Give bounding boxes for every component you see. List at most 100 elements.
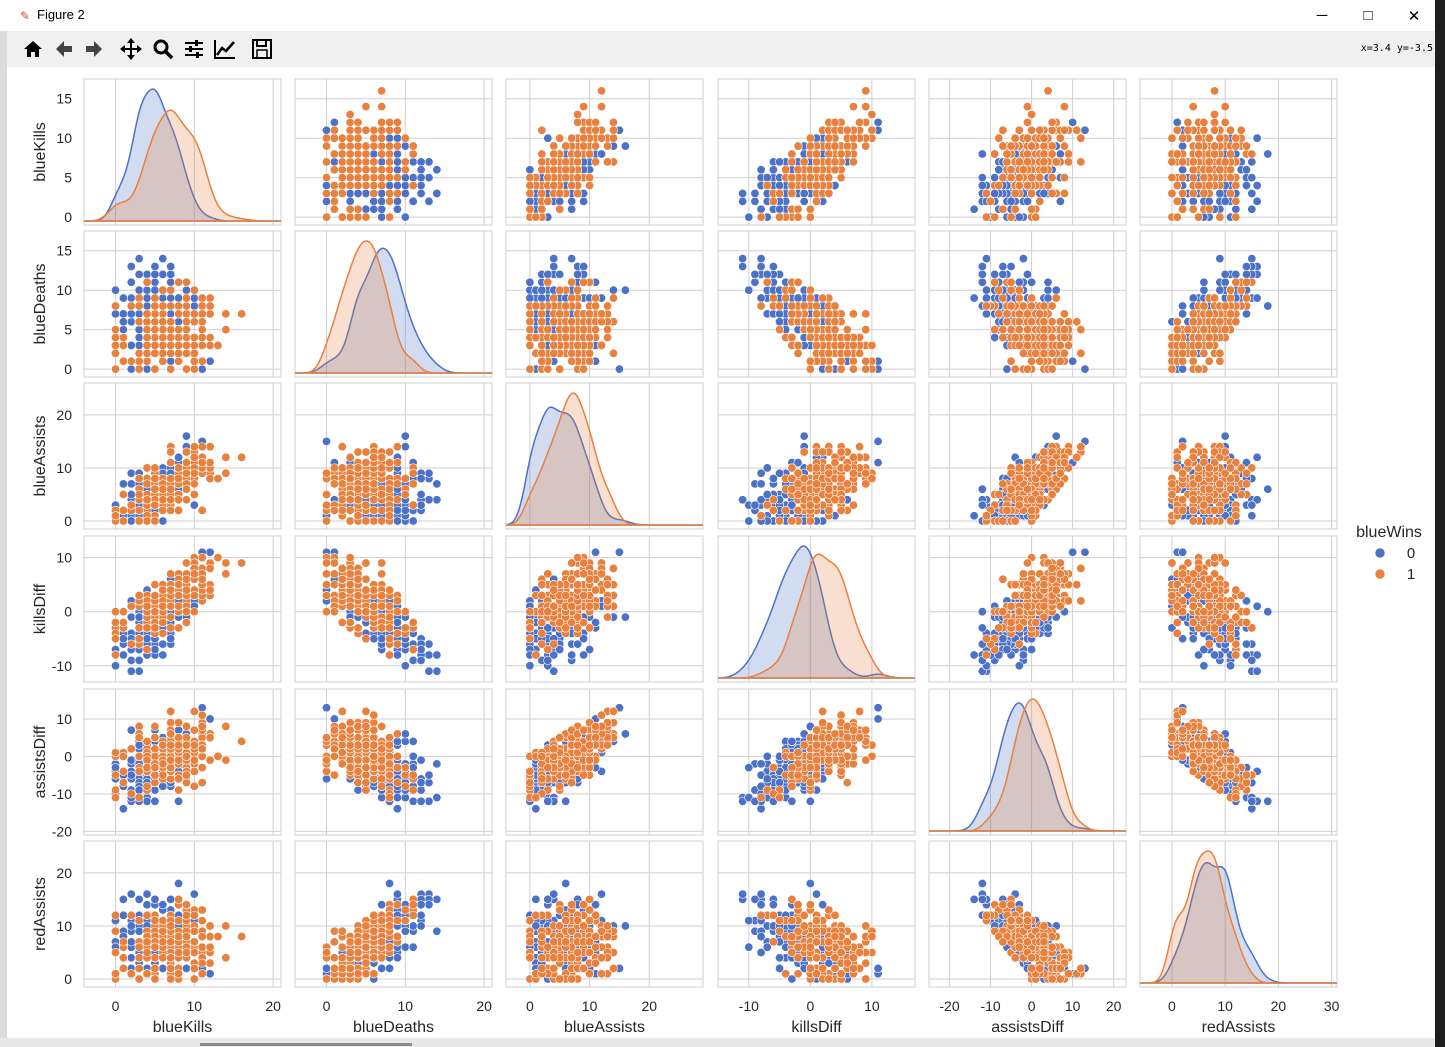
scatter-point [158, 495, 168, 505]
scatter-point [597, 309, 607, 319]
scatter-point [986, 196, 996, 206]
scatter-point [392, 204, 402, 214]
scatter-point [775, 157, 785, 167]
scatter-point [166, 458, 176, 468]
scatter-point [525, 325, 535, 335]
scatter-point [1231, 269, 1241, 279]
scatter-point [142, 269, 152, 279]
scatter-point [873, 458, 883, 468]
scatter-point [1178, 356, 1188, 366]
scatter-point [118, 293, 128, 303]
scatter-point [1188, 196, 1198, 206]
scatter-point [597, 133, 607, 143]
figure-canvas[interactable]: 0 5 10 15 blueKills 0 5 10 15 blueDeaths 0 10 20 blue… [7, 67, 1435, 1038]
scatter-point [1055, 340, 1065, 350]
scatter-point [134, 325, 144, 335]
scatter-point [345, 173, 355, 183]
configure-subplots-icon[interactable] [180, 35, 208, 63]
subplot-blueDeaths-vs-killsDiff [717, 230, 916, 378]
scatter-point [361, 484, 371, 494]
scatter-point [824, 309, 834, 319]
scatter-point [400, 431, 410, 441]
forward-arrow-icon[interactable] [80, 35, 108, 63]
scatter-point [1226, 188, 1236, 198]
scatter-point [525, 293, 535, 303]
edit-axis-icon[interactable] [211, 35, 239, 63]
scatter-point [353, 188, 363, 198]
scatter-point [998, 125, 1008, 135]
scatter-point [579, 196, 589, 206]
pan-move-icon[interactable] [117, 35, 145, 63]
scatter-point [793, 165, 803, 175]
scatter-point [1241, 277, 1251, 287]
scatter-point [1252, 133, 1262, 143]
scatter-point [174, 505, 184, 515]
scatter-point [981, 254, 991, 264]
scatter-point [1178, 188, 1188, 198]
scatter-point [824, 149, 834, 159]
scatter-point [377, 452, 387, 462]
scatter-point [1047, 117, 1057, 127]
scatter-point [416, 188, 426, 198]
scatter-point [197, 458, 207, 468]
scatter-point [775, 468, 785, 478]
y-tick-label: 5 [64, 170, 72, 186]
scatter-point [158, 348, 168, 358]
scatter-point [799, 188, 809, 198]
scatter-point [762, 173, 772, 183]
scatter-point [118, 340, 128, 350]
scatter-point [1231, 212, 1241, 222]
scatter-point [591, 141, 601, 151]
scatter-point [142, 479, 152, 489]
scatter-point [1022, 133, 1032, 143]
scatter-point [738, 188, 748, 198]
scatter-point [805, 173, 815, 183]
scatter-point [329, 157, 339, 167]
scatter-point [775, 301, 785, 311]
zoom-magnifier-icon[interactable] [149, 35, 177, 63]
save-icon[interactable] [248, 35, 276, 63]
kde-curve-1 [84, 109, 281, 222]
scatter-point [377, 188, 387, 198]
scatter-point [525, 317, 535, 327]
scatter-point [1215, 356, 1225, 366]
maximize-button[interactable]: □ [1363, 7, 1373, 24]
scatter-point [787, 173, 797, 183]
scatter-point [567, 348, 577, 358]
scatter-point [1014, 285, 1024, 295]
back-arrow-icon[interactable] [50, 35, 78, 63]
scatter-point [1204, 309, 1214, 319]
scatter-point [369, 505, 379, 515]
scatter-point [174, 317, 184, 327]
scatter-point [1006, 173, 1016, 183]
minimize-button[interactable]: ─ [1316, 7, 1328, 24]
scatter-point [591, 125, 601, 135]
scatter-point [361, 165, 371, 175]
axes-frame [505, 382, 704, 530]
scatter-point [1076, 133, 1086, 143]
scatter-point [174, 463, 184, 473]
home-icon[interactable] [19, 35, 47, 63]
scatter-point [174, 474, 184, 484]
scatter-point [166, 262, 176, 272]
scatter-point [861, 356, 871, 366]
close-button[interactable]: ✕ [1407, 7, 1421, 25]
scatter-point [799, 301, 809, 311]
scatter-point [579, 102, 589, 112]
subplot-blueDeaths-vs-assistsDiff [928, 230, 1127, 378]
scatter-point [1241, 165, 1251, 175]
scatter-point [555, 188, 565, 198]
scatter-point [189, 348, 199, 358]
scatter-point [1006, 356, 1016, 366]
scatter-point [158, 356, 168, 366]
scatter-point [329, 204, 339, 214]
scatter-points [738, 254, 883, 374]
scatter-point [1220, 117, 1230, 127]
scatter-point [337, 173, 347, 183]
scatter-point [1022, 117, 1032, 127]
scatter-point [1043, 86, 1053, 96]
scatter-point [787, 500, 797, 510]
scatter-point [750, 269, 760, 279]
scatter-point [793, 348, 803, 358]
scatter-point [189, 317, 199, 327]
